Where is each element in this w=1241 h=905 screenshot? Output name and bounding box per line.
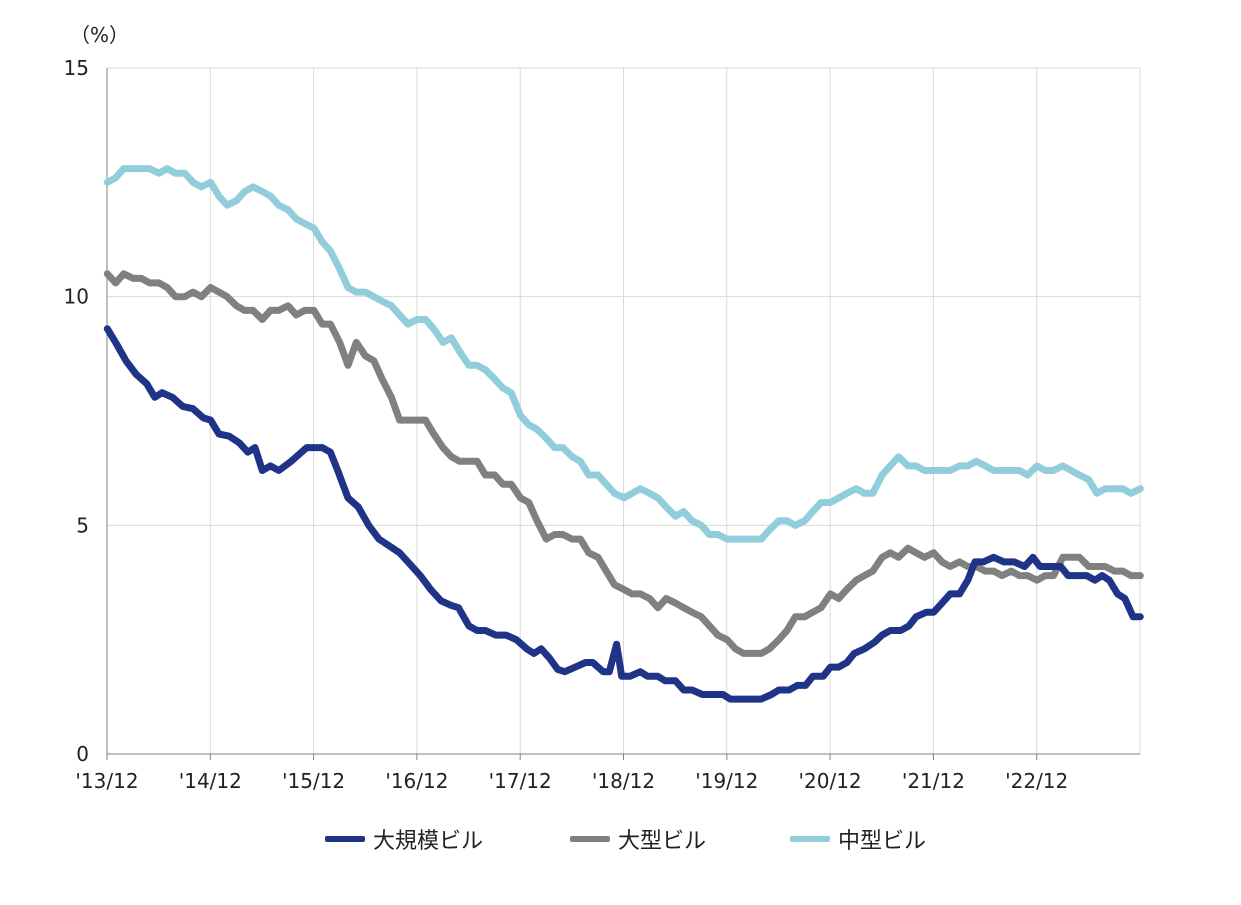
tick-labels: 0 5 10 15 '13/12 '14/12 '15/12 '16/12 '17/12 '18/…: [64, 56, 1069, 793]
y-tick-label: 0: [76, 742, 89, 766]
y-tick-label: 15: [64, 56, 89, 80]
legend-label: 大型ビル: [618, 829, 707, 854]
y-unit-label: （%）: [70, 23, 129, 47]
legend-label: 大規模ビル: [373, 829, 484, 854]
x-tick-label: '22/12: [1005, 769, 1068, 793]
x-tick-label: '20/12: [799, 769, 862, 793]
x-tick-label: '13/12: [75, 769, 138, 793]
x-tick-label: '21/12: [902, 769, 965, 793]
legend-swatch: [325, 836, 365, 842]
x-tick-label: '15/12: [282, 769, 345, 793]
series-line-medium: [103, 165, 1144, 543]
legend-item-large: 大型ビル: [570, 822, 706, 856]
legend-item-large-scale: 大規模ビル: [325, 822, 483, 856]
y-tick-label: 5: [76, 513, 89, 537]
series-line-large-scale: [103, 325, 1144, 703]
x-tick-label: '18/12: [592, 769, 655, 793]
gridlines: [107, 67, 1141, 754]
y-tick-label: 10: [64, 285, 89, 309]
legend-swatch: [570, 836, 610, 842]
x-tick-label: '16/12: [385, 769, 448, 793]
x-tick-label: '14/12: [179, 769, 242, 793]
legend-swatch: [790, 836, 830, 842]
legend-label: 中型ビル: [838, 829, 927, 854]
legend: 大規模ビル 大型ビル 中型ビル: [0, 822, 1241, 856]
series-lines: [103, 165, 1144, 703]
x-tick-label: '17/12: [489, 769, 552, 793]
series-line-large: [103, 270, 1144, 657]
x-tick-label: '19/12: [695, 769, 758, 793]
legend-item-medium: 中型ビル: [790, 822, 926, 856]
